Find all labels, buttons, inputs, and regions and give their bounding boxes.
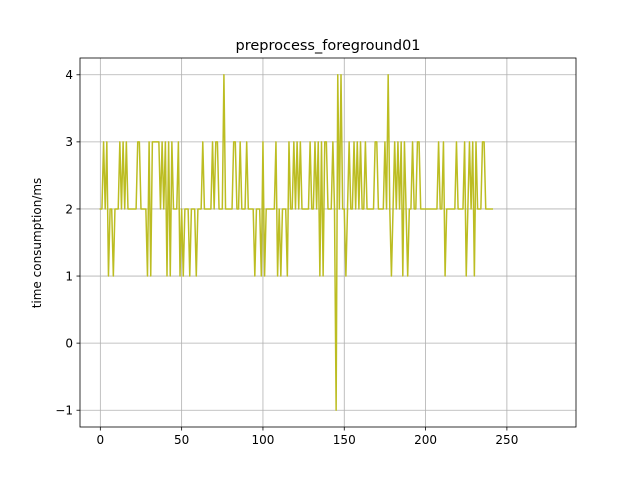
x-tick-label: 0 — [97, 433, 105, 447]
ticks: 0 50 100 150 200 250 −1 0 1 2 3 4 — [55, 68, 518, 447]
y-tick-label: 2 — [65, 202, 73, 216]
y-tick-label: −1 — [55, 404, 73, 418]
y-tick-label: 1 — [65, 269, 73, 283]
y-tick-label: 0 — [65, 336, 73, 350]
chart-title: preprocess_foreground01 — [235, 38, 420, 54]
y-tick-label: 4 — [65, 68, 73, 82]
x-tick-label: 150 — [333, 433, 356, 447]
x-tick-label: 200 — [414, 433, 437, 447]
series-line-0 — [99, 74, 493, 411]
plot-frame — [79, 57, 577, 428]
series-layer — [99, 74, 493, 411]
x-tick-label: 100 — [251, 433, 274, 447]
x-tick-label: 250 — [495, 433, 518, 447]
x-tick-label: 50 — [174, 433, 189, 447]
y-tick-label: 3 — [65, 135, 73, 149]
y-axis-label: time consumption/ms — [30, 178, 44, 309]
